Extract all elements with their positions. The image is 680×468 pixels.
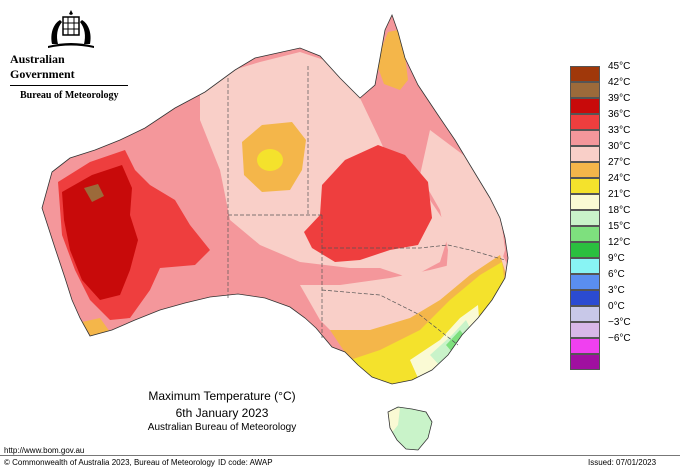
legend-item: 9°C [570,253,650,274]
legend-swatch [570,146,600,162]
temp-zone-36-queensland [304,145,432,262]
id-code: ID code: AWAP [218,458,273,467]
legend-label: 30°C [608,141,631,152]
legend-swatch [570,354,600,370]
temp-zone-42-west [84,184,104,202]
temp-zone-27-cape [376,30,408,90]
legend-item: 6°C [570,269,650,290]
legend-swatch [570,82,600,98]
legend-label: 45°C [608,61,631,72]
divider [10,85,128,86]
legend-item: −3°C [570,317,650,338]
legend-swatch [570,66,600,82]
map-date: 6th January 2023 [175,406,269,420]
legend-item: 21°C [570,189,650,210]
legend-item: 0°C [570,301,650,322]
legend-label: 3°C [608,285,625,296]
government-branding: Australian Government Bureau of Meteorol… [10,8,130,101]
legend-item: 27°C [570,157,650,178]
legend-swatch [570,258,600,274]
legend-label: 6°C [608,269,625,280]
legend-label: 24°C [608,173,631,184]
legend-item: 36°C [570,109,650,130]
legend-label: 9°C [608,253,625,264]
legend-label: 15°C [608,221,631,232]
temp-zone-39-west [62,165,138,300]
legend-swatch [570,338,600,354]
legend-label: 39°C [608,93,631,104]
legend-label: 33°C [608,125,631,136]
legend-swatch [570,130,600,146]
temp-zone-24-central [257,149,283,171]
legend-item: 24°C [570,173,650,194]
tasmania-coastline [387,406,433,451]
legend-swatch [570,290,600,306]
legend-swatch [570,178,600,194]
temp-zone-27-southeast [330,255,508,382]
legend-item [570,354,650,370]
legend-swatch [570,162,600,178]
mainland-coastline [41,13,509,385]
legend-item: −6°C [570,333,650,354]
legend-swatch [570,322,600,338]
temperature-legend: 45°C 42°C 39°C 36°C 33°C 30°C 27°C 24°C 21°C 18°C… [570,61,650,370]
legend-swatch [570,274,600,290]
map-source: Australian Bureau of Meteorology [147,422,297,433]
legend-swatch [570,98,600,114]
legend-swatch [570,194,600,210]
legend-label: 36°C [608,109,631,120]
legend-item: 30°C [570,141,650,162]
legend-item: 3°C [570,285,650,306]
legend-swatch [570,242,600,258]
government-name: Australian Government [10,52,75,81]
legend-label: −3°C [608,317,631,328]
legend-label: 18°C [608,205,631,216]
legend-item: 33°C [570,125,650,146]
legend-swatch [570,114,600,130]
issued-date: Issued: 07/01/2023 [588,458,657,467]
legend-swatch [570,226,600,242]
legend-label: 0°C [608,301,625,312]
legend-item: 45°C [570,61,650,82]
legend-label: −6°C [608,333,631,344]
footer: © Commonwealth of Australia 2023, Bureau… [0,455,680,468]
temp-zone-24-southeast [350,262,505,384]
legend-swatch [570,210,600,226]
legend-item: 12°C [570,237,650,258]
legend-label: 42°C [608,77,631,88]
legend-label: 21°C [608,189,631,200]
map-caption: Maximum Temperature (°C) 6th January 202… [132,388,312,434]
legend-item: 42°C [570,77,650,98]
state-borders [227,66,506,346]
legend-swatch [570,306,600,322]
bureau-name: Bureau of Meteorology [20,90,119,101]
coat-of-arms-icon [48,10,94,48]
map-title: Maximum Temperature (°C) [148,389,296,403]
legend-item: 18°C [570,205,650,226]
legend-item: 15°C [570,221,650,242]
legend-label: 12°C [608,237,631,248]
copyright-text: © Commonwealth of Australia 2023, Bureau… [4,458,215,467]
bom-website-link[interactable]: http://www.bom.gov.au [4,446,85,455]
legend-item: 39°C [570,93,650,114]
temperature-map [41,13,509,451]
temp-zone-15-alps [446,330,466,352]
legend-label: 27°C [608,157,631,168]
